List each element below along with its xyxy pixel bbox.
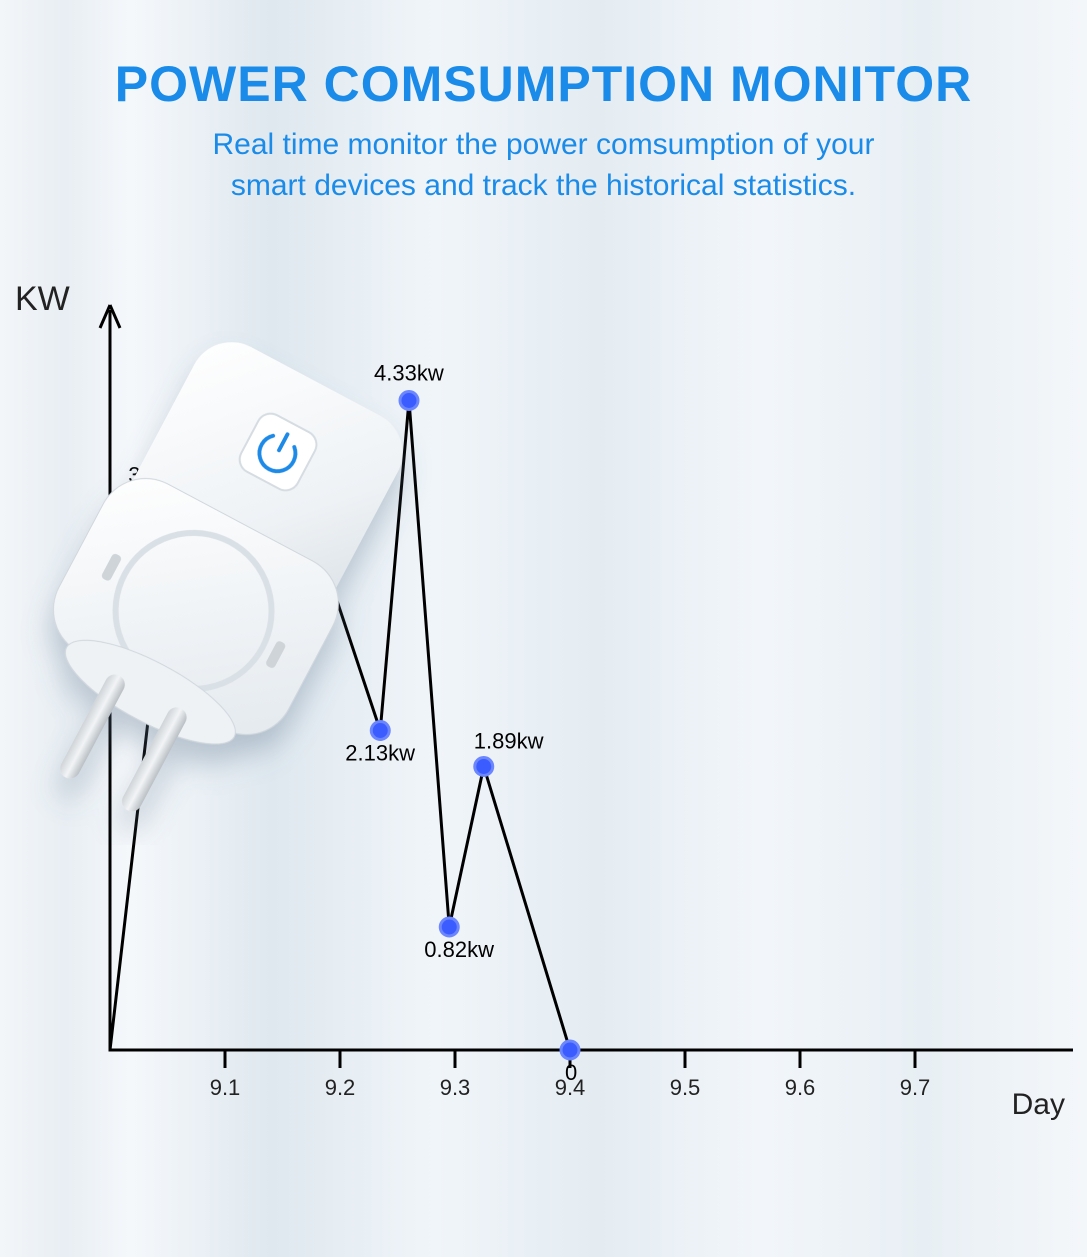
subtitle-line2: smart devices and track the historical s… <box>231 169 856 202</box>
svg-text:9.2: 9.2 <box>325 1075 356 1100</box>
svg-text:1.89kw: 1.89kw <box>474 729 544 754</box>
page-title: POWER COMSUMPTION MONITOR <box>0 55 1087 113</box>
page-subtitle: Real time monitor the power comsumption … <box>0 125 1087 206</box>
subtitle-line1: Real time monitor the power comsumption … <box>213 128 875 161</box>
svg-text:0: 0 <box>565 1060 577 1085</box>
svg-text:9.1: 9.1 <box>210 1075 241 1100</box>
smart-plug-image <box>0 325 460 845</box>
svg-text:9.3: 9.3 <box>440 1075 471 1100</box>
svg-text:0.82kw: 0.82kw <box>424 937 494 962</box>
svg-text:9.5: 9.5 <box>670 1075 701 1100</box>
svg-text:9.7: 9.7 <box>900 1075 931 1100</box>
svg-text:9.6: 9.6 <box>785 1075 816 1100</box>
